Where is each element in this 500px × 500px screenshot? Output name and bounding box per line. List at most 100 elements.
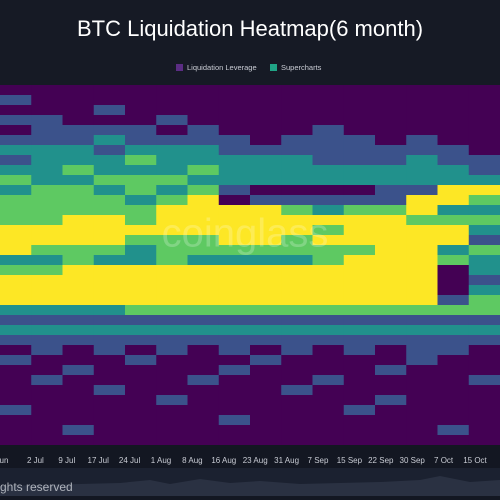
heat-cell (250, 235, 282, 246)
heat-cell (468, 135, 500, 146)
heat-cell (343, 305, 376, 316)
heat-cell (187, 125, 220, 136)
heat-cell (93, 185, 126, 196)
heat-cell (281, 215, 313, 226)
heat-cell (437, 315, 470, 326)
heat-cell (312, 325, 345, 336)
heat-cell (31, 285, 63, 296)
heat-cell (125, 365, 157, 376)
heat-cell (218, 295, 251, 306)
heat-cell (375, 145, 407, 156)
heat-cell (312, 205, 345, 216)
heat-cell (406, 215, 438, 226)
heat-cell (62, 225, 95, 236)
heat-cell (468, 205, 500, 216)
legend-label: Supercharts (281, 63, 322, 72)
heat-cell (343, 345, 376, 356)
heat-cell (93, 255, 126, 266)
heat-cell (343, 295, 376, 306)
heat-cell (437, 185, 470, 196)
heat-cell (437, 335, 470, 346)
heat-cell (312, 225, 345, 236)
heat-cell (312, 435, 345, 446)
heat-cell (0, 345, 32, 356)
heat-cell (31, 355, 63, 366)
heat-cell (156, 205, 188, 216)
heat-cell (0, 315, 32, 326)
heat-cell (62, 325, 95, 336)
heat-cell (156, 315, 188, 326)
heat-cell (93, 305, 126, 316)
heat-cell (62, 315, 95, 326)
heat-cell (93, 105, 126, 116)
heat-cell (437, 395, 470, 406)
heat-cell (343, 395, 376, 406)
heat-cell (375, 325, 407, 336)
heat-cell (125, 155, 157, 166)
heat-cell (343, 155, 376, 166)
heat-cell (250, 135, 282, 146)
heat-cell (437, 275, 470, 286)
heat-cell (156, 345, 188, 356)
heat-cell (468, 255, 500, 266)
heat-cell (468, 305, 500, 316)
heat-cell (62, 285, 95, 296)
heat-cell (468, 285, 500, 296)
heat-cell (31, 345, 63, 356)
heat-cell (218, 435, 251, 446)
x-tick-label: 17 Jul (88, 456, 110, 465)
heat-cell (125, 435, 157, 446)
heat-cell (187, 265, 220, 276)
heat-cell (93, 295, 126, 306)
heat-cell (375, 345, 407, 356)
heat-cell (31, 155, 63, 166)
heat-cell (406, 305, 438, 316)
heat-cell (0, 325, 32, 336)
heat-cell (343, 165, 376, 176)
heat-cell (156, 175, 188, 186)
heat-cell (187, 165, 220, 176)
heat-cell (156, 395, 188, 406)
heat-cell (218, 405, 251, 416)
heat-cell (343, 125, 376, 136)
heat-cell (0, 235, 32, 246)
heat-cell (62, 95, 95, 106)
heat-cell (156, 385, 188, 396)
heat-cell (250, 265, 282, 276)
heat-cell (218, 85, 251, 96)
heat-cell (93, 125, 126, 136)
heat-cell (250, 305, 282, 316)
heat-cell (125, 375, 157, 386)
heat-cell (31, 425, 63, 436)
heat-cell (31, 315, 63, 326)
heat-cell (125, 195, 157, 206)
heat-cell (31, 195, 63, 206)
heat-cell (187, 105, 220, 116)
heat-cell (218, 235, 251, 246)
heat-cell (312, 265, 345, 276)
heat-cell (375, 105, 407, 116)
heat-cell (375, 195, 407, 206)
heat-cell (187, 375, 220, 386)
heat-cell (468, 275, 500, 286)
heat-cell (406, 125, 438, 136)
heat-cell (468, 325, 500, 336)
heat-cell (31, 335, 63, 346)
heat-cell (125, 335, 157, 346)
heat-cell (468, 365, 500, 376)
heat-cell (0, 145, 32, 156)
heat-cell (406, 315, 438, 326)
heat-cell (468, 425, 500, 436)
heat-cell (468, 185, 500, 196)
heat-cell (468, 315, 500, 326)
heat-cell (187, 435, 220, 446)
heat-cell (187, 255, 220, 266)
heat-cell (406, 415, 438, 426)
footer-text: ghts reserved (0, 480, 73, 494)
heat-cell (406, 235, 438, 246)
heat-cell (312, 335, 345, 346)
heat-cell (437, 95, 470, 106)
heat-cell (62, 385, 95, 396)
x-tick-label: 22 Sep (368, 456, 394, 465)
legend-label: Liquidation Leverage (187, 63, 257, 72)
